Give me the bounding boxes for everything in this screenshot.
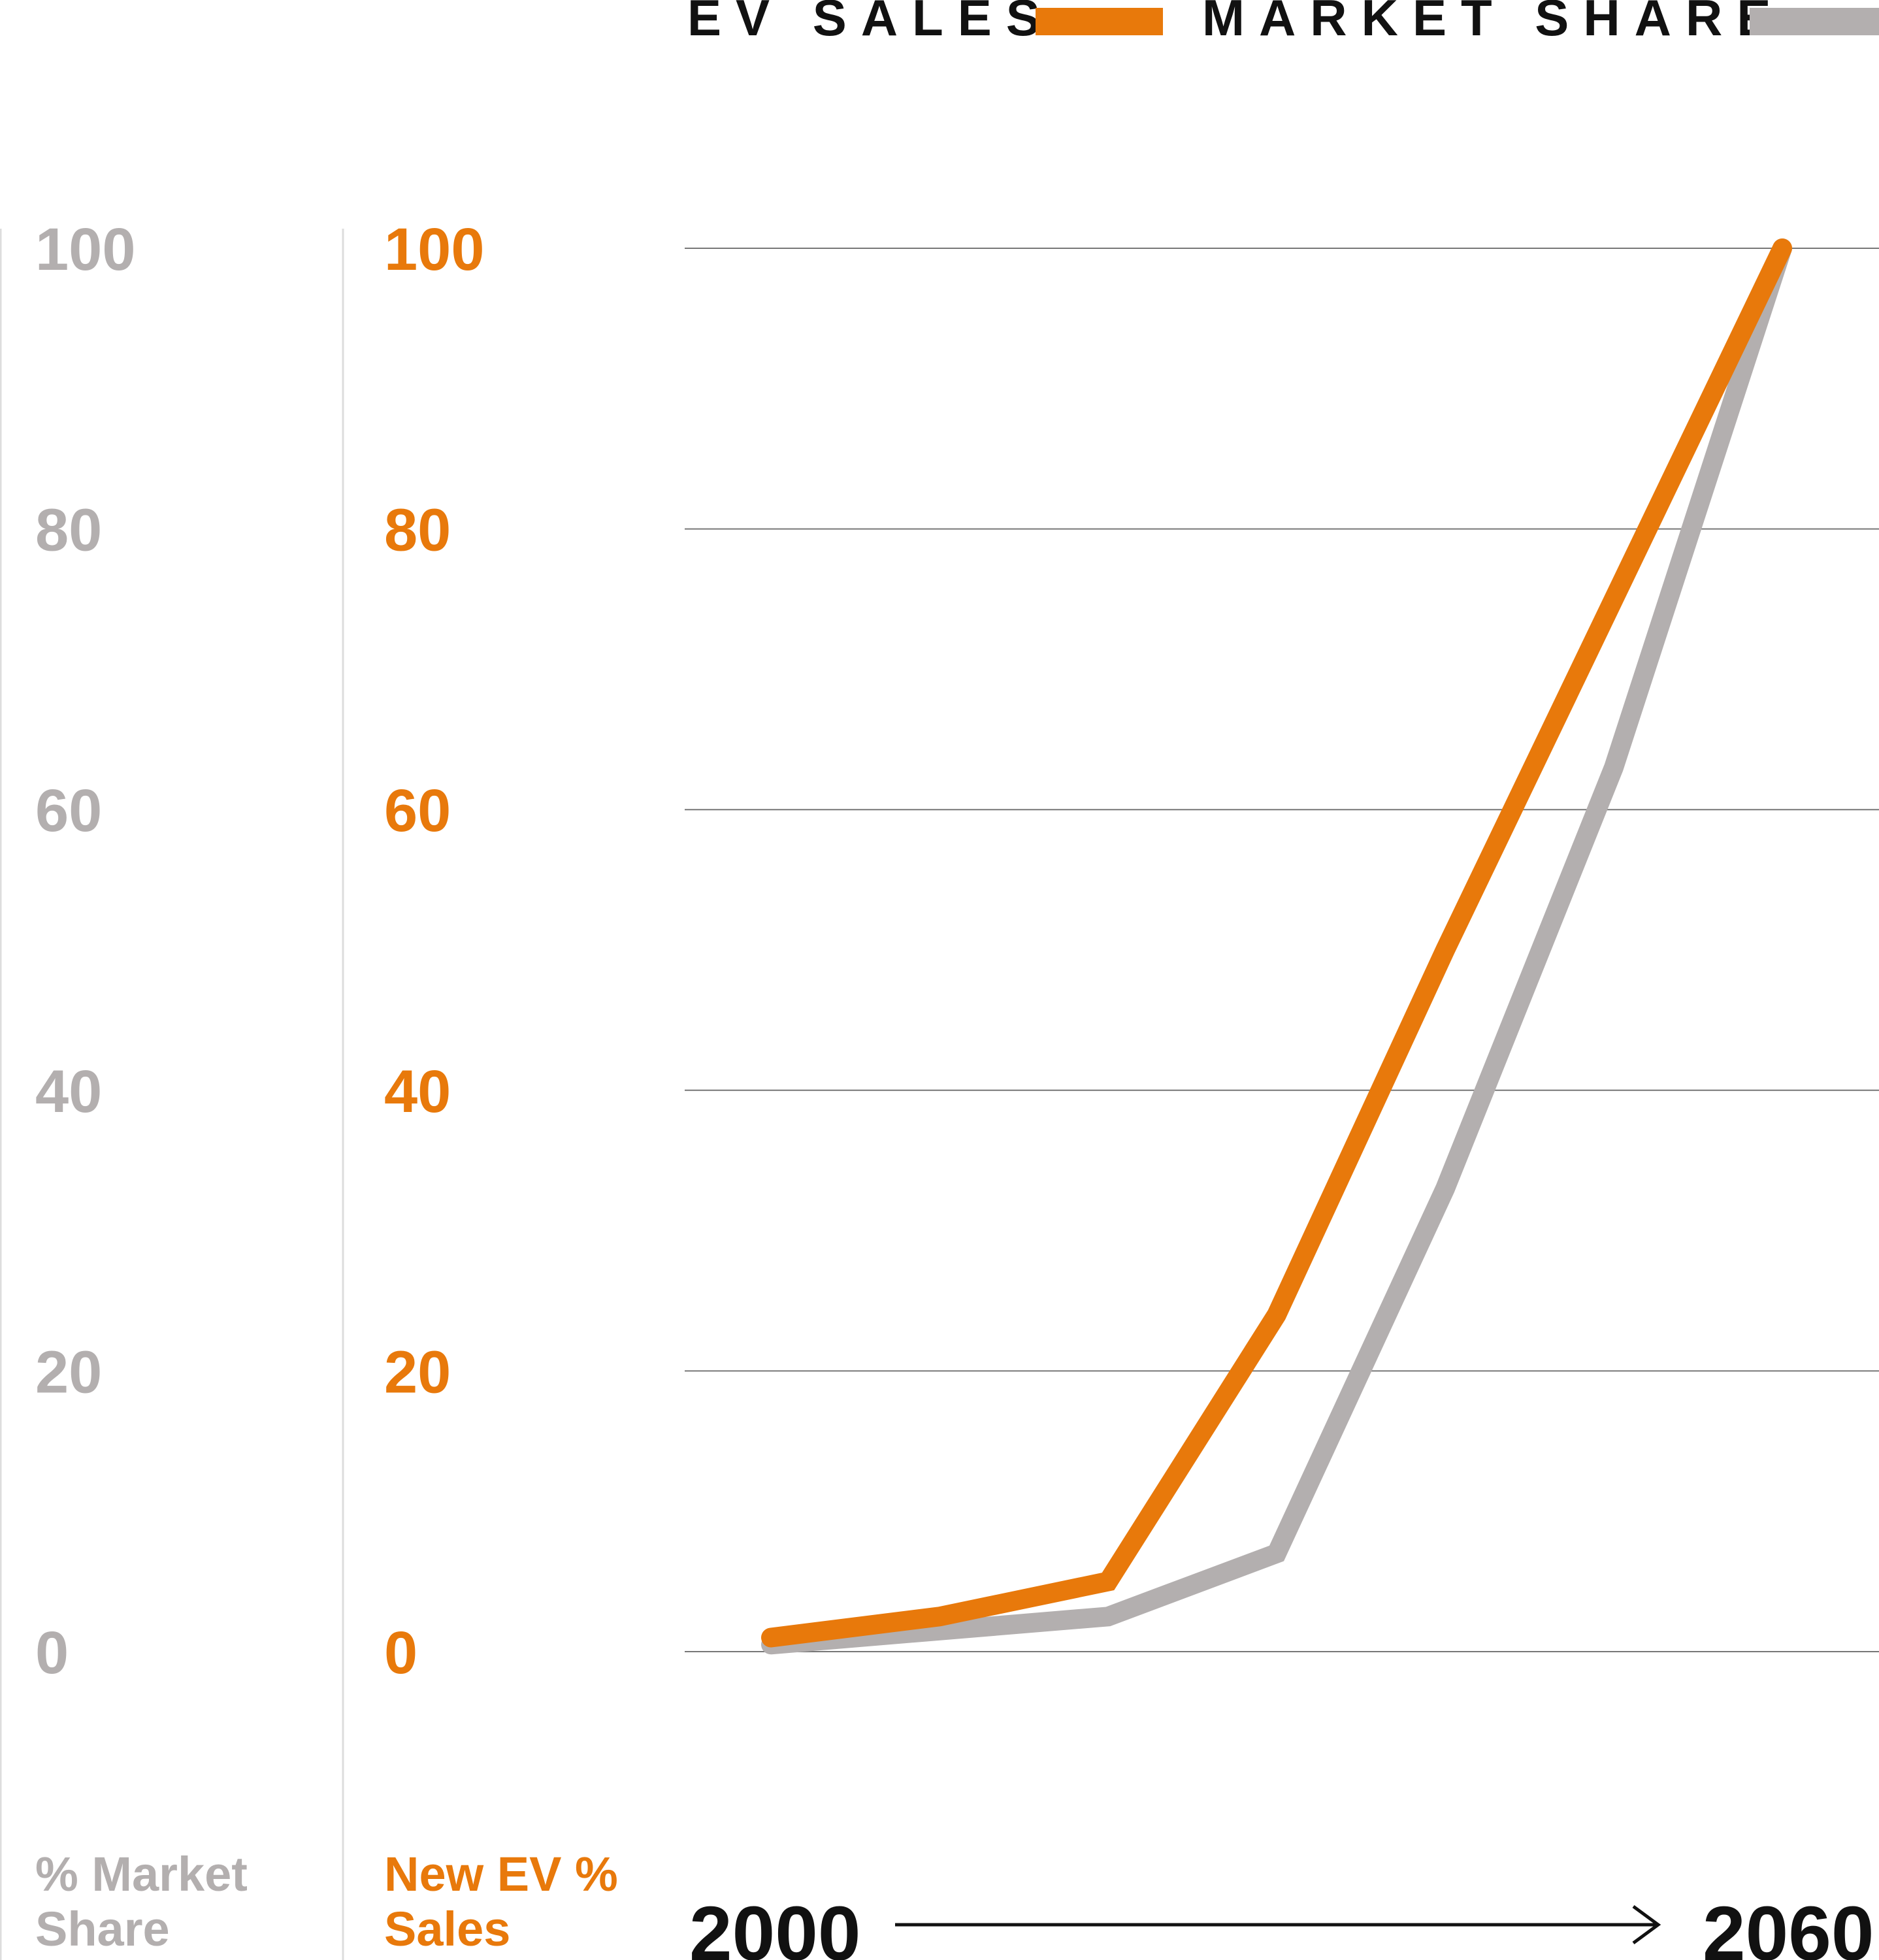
legend: EV SALES MARKET SHARE [687,0,1879,46]
right-axis-ticks: 0 20 40 60 80 100 [384,216,485,1686]
left-tick-label: 80 [35,497,102,564]
left-tick-label: 40 [35,1058,102,1125]
left-axis-title-line1: % Market [35,1847,248,1901]
x-start-label: 2000 [689,1891,861,1960]
right-tick-label: 20 [384,1339,451,1405]
market-share-line [761,238,1792,1655]
legend-ev-sales-swatch [1036,8,1163,35]
legend-market-share-swatch [1750,8,1879,35]
right-axis-title: New EV % Sales [384,1847,631,1956]
series-lines [761,238,1792,1655]
right-axis-title-line1: New EV % [384,1847,618,1901]
gridlines [685,248,1879,1652]
left-tick-label: 20 [35,1339,102,1405]
left-tick-label: 0 [35,1620,69,1686]
legend-ev-sales-label: EV SALES [687,0,1054,46]
legend-market-share-label: MARKET SHARE [1202,0,1785,46]
right-tick-label: 0 [384,1620,417,1686]
right-tick-label: 80 [384,497,451,564]
left-axis-ticks: 0 20 40 60 80 100 [35,216,136,1686]
right-axis-title-line2: Sales [384,1902,510,1956]
ev-sales-line [761,238,1792,1648]
x-end-label: 2060 [1703,1891,1874,1960]
left-axis-title-line2: Share [35,1902,170,1956]
left-tick-label: 60 [35,777,102,844]
right-tick-label: 40 [384,1058,451,1125]
right-tick-label: 60 [384,777,451,844]
left-tick-label: 100 [35,216,136,283]
left-axis-title: % Market Share [35,1847,261,1956]
right-tick-label: 100 [384,216,485,283]
timeline-arrow-icon [895,1904,1661,1945]
